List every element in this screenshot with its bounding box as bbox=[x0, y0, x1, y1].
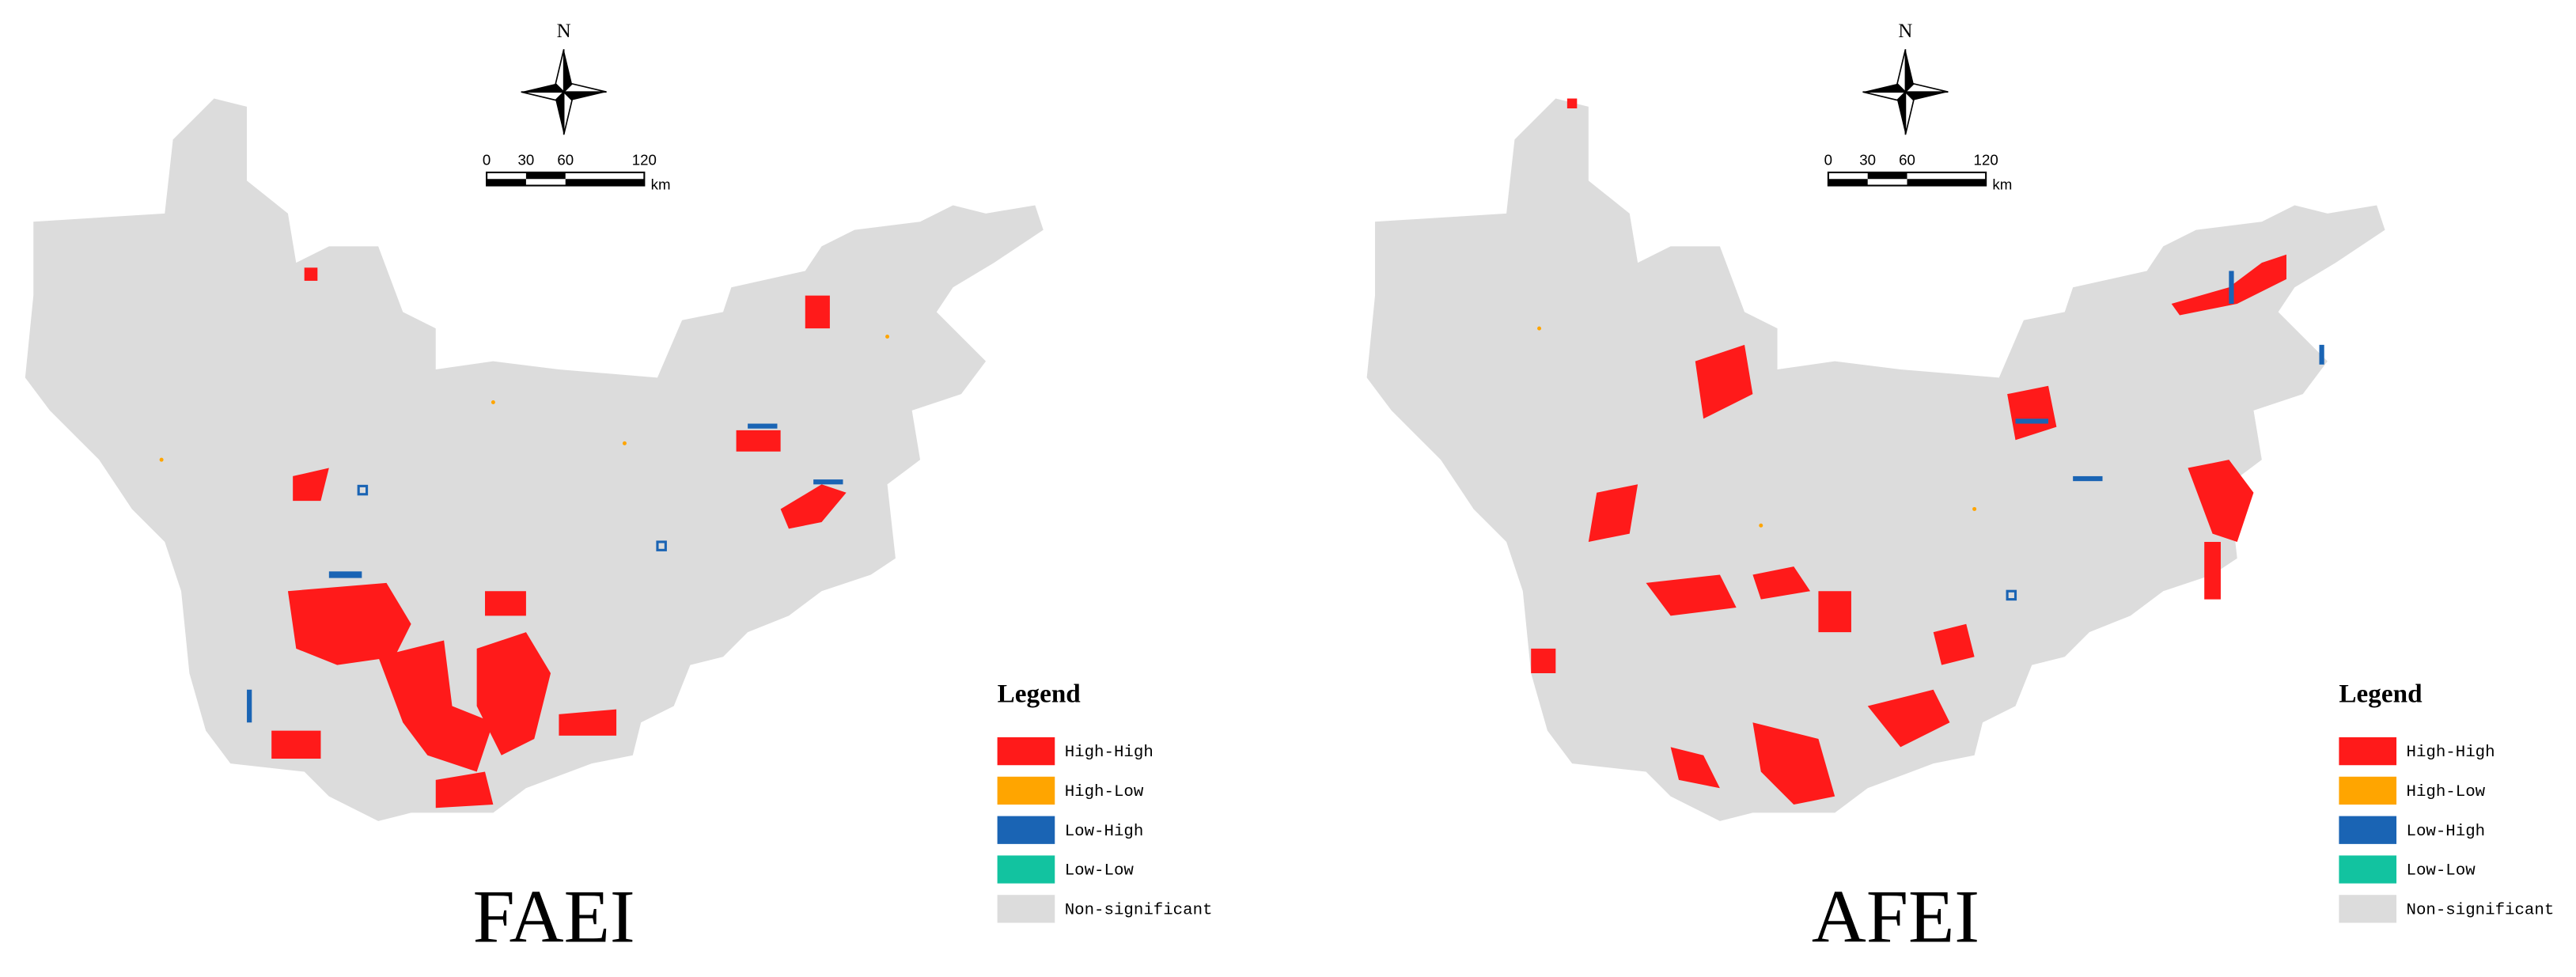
legend-label: High-Low bbox=[1065, 783, 1144, 801]
legend-swatch bbox=[997, 737, 1055, 766]
legend-label: Non-significant bbox=[1065, 901, 1213, 919]
compass bbox=[1862, 48, 1949, 136]
legend-title: Legend bbox=[998, 680, 1082, 709]
legend-title: Legend bbox=[2339, 680, 2423, 709]
scale-label: 60 bbox=[557, 151, 574, 168]
legend-label: Low-Low bbox=[1065, 862, 1135, 880]
clusters bbox=[1531, 98, 2324, 805]
legend-swatch bbox=[2339, 816, 2397, 844]
scale-segment bbox=[525, 172, 566, 180]
legend-swatch bbox=[2339, 737, 2397, 766]
legend-label: High-High bbox=[1065, 744, 1154, 762]
north-label: N bbox=[557, 21, 571, 42]
legend-swatch bbox=[2339, 895, 2397, 923]
map-title: AFEI bbox=[1812, 874, 1979, 958]
scale-label: 30 bbox=[1859, 151, 1876, 168]
scale-unit: km bbox=[651, 176, 671, 192]
scale-segment bbox=[1867, 172, 1907, 180]
legend-swatch bbox=[997, 776, 1055, 805]
legend-swatch bbox=[997, 895, 1055, 923]
scale-label: 30 bbox=[518, 151, 535, 168]
legend-label: High-High bbox=[2407, 744, 2495, 762]
scale-label: 60 bbox=[1899, 151, 1915, 168]
map-title: FAEI bbox=[473, 874, 635, 958]
legend-label: Low-Low bbox=[2407, 862, 2476, 880]
scale-label: 0 bbox=[483, 151, 491, 168]
map-panel: N 0 30 60 120 km Legend High-High High-Low Low-Hi… bbox=[1366, 21, 2555, 958]
scale-segment bbox=[1828, 179, 1868, 186]
scale-segment bbox=[487, 179, 526, 186]
legend-label: Non-significant bbox=[2407, 901, 2555, 919]
scale-label: 0 bbox=[1824, 151, 1832, 168]
legend-label: High-Low bbox=[2407, 783, 2486, 801]
legend-label: Low-High bbox=[1065, 823, 1144, 841]
legend-swatch bbox=[997, 855, 1055, 884]
legend-swatch bbox=[997, 816, 1055, 844]
legend-label: Low-High bbox=[2407, 823, 2486, 841]
legend-swatch bbox=[2339, 855, 2397, 884]
scale-segment bbox=[1907, 179, 1987, 186]
clusters bbox=[159, 267, 890, 808]
scale-label: 120 bbox=[632, 151, 657, 168]
scale-unit: km bbox=[1992, 176, 2012, 192]
map-panel: N 0 30 60 120 km Legend High-High High-Low Low-Hi… bbox=[25, 21, 1213, 958]
compass bbox=[520, 48, 608, 136]
legend-swatch bbox=[2339, 776, 2397, 805]
north-label: N bbox=[1898, 21, 1912, 42]
scale-label: 120 bbox=[1974, 151, 1998, 168]
scale-segment bbox=[565, 179, 645, 186]
